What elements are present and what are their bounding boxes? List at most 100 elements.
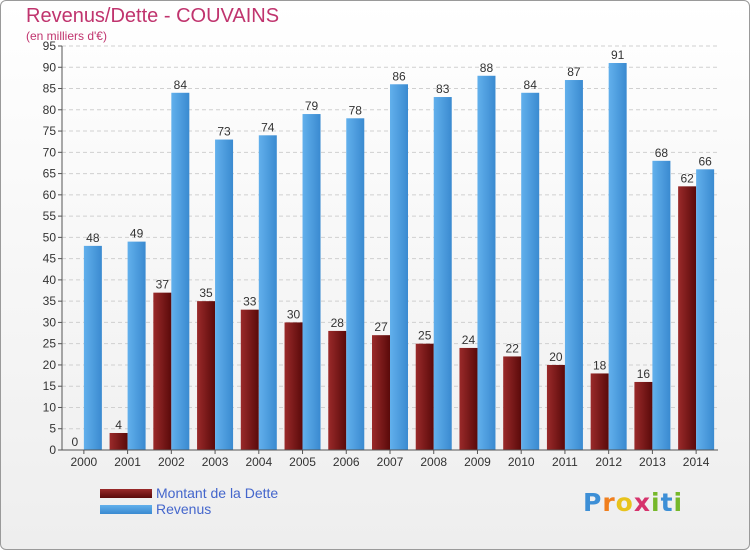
bar-revenue xyxy=(83,245,102,450)
logo-letter: o xyxy=(615,488,634,517)
bar-revenue xyxy=(652,160,671,451)
x-axis: 2000 2001 2002 2003 2004 2005 2006 2007 2008 2009… xyxy=(62,449,718,469)
bar-debt xyxy=(153,292,172,450)
y-tick-label: 55 xyxy=(43,209,57,223)
x-tick-label: 2014 xyxy=(683,455,710,469)
value-label-revenue: 66 xyxy=(698,154,712,168)
value-label-revenue: 87 xyxy=(567,65,581,79)
y-tick-label: 5 xyxy=(49,422,56,436)
bar-revenue xyxy=(215,139,234,450)
y-axis: 0 5 10 15 20 25 30 35 40 45 50 55 60 65 70 75 80 85 90 95 xyxy=(43,39,63,457)
logo-letter: x xyxy=(633,488,651,517)
value-label-revenue: 79 xyxy=(305,99,319,113)
y-tick-label: 65 xyxy=(43,167,57,181)
bars: 0484493784357333743079287827862583248822… xyxy=(72,48,715,451)
value-label-debt: 35 xyxy=(199,286,213,300)
bar-revenue xyxy=(127,241,146,450)
chart-subtitle: (en milliers d'€) xyxy=(26,29,107,43)
x-tick-label: 2004 xyxy=(245,455,272,469)
legend-label-revenue: Revenus xyxy=(156,501,212,517)
y-tick-label: 25 xyxy=(43,337,57,351)
bar-revenue xyxy=(477,75,496,450)
x-tick-label: 2009 xyxy=(464,455,491,469)
bar-debt xyxy=(415,343,434,450)
y-tick-label: 10 xyxy=(43,400,57,414)
value-label-debt: 62 xyxy=(680,171,694,185)
y-tick-label: 35 xyxy=(43,294,57,308)
bar-debt xyxy=(372,335,390,450)
chart-title: Revenus/Dette - COUVAINS xyxy=(26,5,280,27)
y-tick-label: 0 xyxy=(49,443,56,457)
legend-swatch-revenue xyxy=(100,505,152,514)
x-tick-label: 2000 xyxy=(71,455,98,469)
bar-revenue xyxy=(696,169,715,451)
x-tick-label: 2003 xyxy=(202,455,229,469)
x-tick-label: 2011 xyxy=(552,455,578,469)
value-label-debt: 25 xyxy=(418,329,432,343)
value-label-debt: 4 xyxy=(115,418,122,432)
y-tick-label: 80 xyxy=(43,103,57,117)
value-label-revenue: 74 xyxy=(261,120,275,134)
y-tick-label: 60 xyxy=(43,188,57,202)
bar-revenue xyxy=(390,84,408,450)
y-tick-label: 50 xyxy=(43,230,57,244)
value-label-revenue: 86 xyxy=(392,69,406,83)
bar-debt xyxy=(503,356,522,450)
x-tick-label: 2006 xyxy=(333,455,360,469)
legend-swatch-debt xyxy=(100,489,152,498)
value-label-debt: 20 xyxy=(549,350,563,364)
value-label-debt: 30 xyxy=(287,307,301,321)
bar-debt xyxy=(240,309,259,450)
value-label-revenue: 78 xyxy=(349,103,363,117)
value-label-debt: 27 xyxy=(374,320,388,334)
value-label-debt: 16 xyxy=(637,367,651,381)
bar-revenue xyxy=(608,63,627,450)
y-tick-label: 20 xyxy=(43,358,57,372)
bar-debt xyxy=(546,364,565,450)
y-tick-label: 15 xyxy=(43,379,57,393)
value-label-debt: 28 xyxy=(331,316,345,330)
bar-revenue xyxy=(564,80,583,450)
bar-debt xyxy=(459,347,478,450)
y-tick-label: 40 xyxy=(43,273,57,287)
bar-debt xyxy=(328,330,347,450)
y-tick-label: 95 xyxy=(43,39,57,53)
y-tick-label: 90 xyxy=(43,60,57,74)
y-tick-label: 75 xyxy=(43,124,57,138)
bar-debt xyxy=(197,301,216,450)
x-tick-label: 2001 xyxy=(114,455,141,469)
logo-letter: t xyxy=(660,488,674,517)
x-tick-label: 2012 xyxy=(595,455,622,469)
logo-letter: P xyxy=(583,488,603,517)
value-label-revenue: 83 xyxy=(436,82,450,96)
logo-letter: r xyxy=(602,488,616,517)
value-label-revenue: 88 xyxy=(480,61,494,75)
bar-revenue xyxy=(433,97,452,450)
bar-revenue xyxy=(521,92,540,451)
value-label-revenue: 49 xyxy=(130,227,144,241)
y-tick-label: 30 xyxy=(43,315,57,329)
x-tick-label: 2010 xyxy=(508,455,535,469)
bar-debt xyxy=(590,373,609,450)
value-label-revenue: 91 xyxy=(611,48,625,62)
bar-debt xyxy=(284,322,303,450)
bar-debt xyxy=(678,186,697,450)
bar-revenue xyxy=(346,118,365,450)
logo-letter: i xyxy=(651,488,661,517)
y-tick-label: 85 xyxy=(43,82,57,96)
value-label-revenue: 84 xyxy=(174,78,188,92)
value-label-debt: 0 xyxy=(72,435,79,449)
bar-debt xyxy=(109,432,128,450)
bar-revenue xyxy=(171,92,190,451)
value-label-debt: 22 xyxy=(506,341,520,355)
value-label-revenue: 48 xyxy=(86,231,100,245)
x-tick-label: 2007 xyxy=(377,455,404,469)
value-label-debt: 37 xyxy=(156,278,170,292)
x-tick-label: 2008 xyxy=(420,455,447,469)
value-label-revenue: 68 xyxy=(655,146,669,160)
x-tick-label: 2013 xyxy=(639,455,666,469)
value-label-debt: 33 xyxy=(243,295,257,309)
legend-label-debt: Montant de la Dette xyxy=(156,485,279,501)
x-tick-label: 2005 xyxy=(289,455,316,469)
